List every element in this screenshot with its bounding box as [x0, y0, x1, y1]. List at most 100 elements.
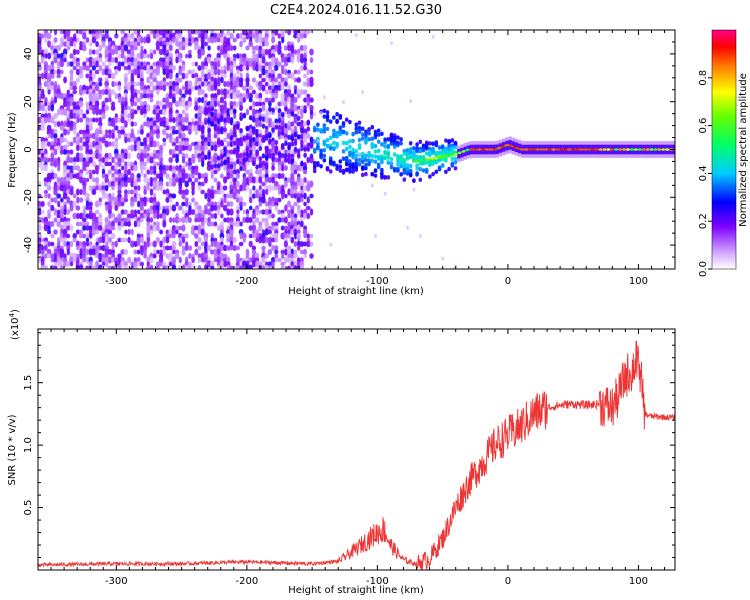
heatmap-cell: [155, 60, 160, 68]
heatmap-cell: [172, 233, 176, 239]
heatmap-cell: [72, 212, 78, 220]
heatmap-cell: [85, 153, 90, 159]
heatmap-cell: [415, 142, 419, 147]
heatmap-cell: [174, 77, 180, 83]
heatmap-cell: [213, 126, 218, 132]
heatmap-cell: [120, 196, 125, 204]
heatmap-cell: [289, 253, 295, 259]
heatmap-cell: [56, 213, 61, 219]
heatmap-cell: [370, 142, 375, 147]
heatmap-cell: [168, 233, 173, 239]
heatmap-cell: [229, 189, 234, 195]
heatmap-cell: [261, 245, 266, 251]
heatmap-cell: [38, 244, 42, 252]
heatmap-cell: [82, 89, 87, 95]
heatmap-cell: [75, 77, 80, 83]
heatmap-cell: [204, 119, 208, 126]
heatmap-cell: [232, 53, 237, 59]
heatmap-cell: [47, 101, 52, 107]
heatmap-cell: [181, 144, 186, 152]
ridge-point: [575, 148, 579, 151]
heatmap-cell: [338, 125, 343, 130]
heatmap-cell: [165, 120, 170, 128]
heatmap-cell: [408, 141, 413, 146]
heatmap-cell: [203, 145, 208, 151]
heatmap-cell: [158, 100, 164, 108]
heatmap-cell: [38, 216, 42, 224]
heatmap-cell: [129, 240, 135, 248]
heatmap-cell: [210, 156, 215, 164]
heatmap-cell: [168, 117, 173, 123]
heatmap-cell: [293, 221, 298, 227]
heatmap-cell: [63, 257, 68, 263]
ridge-point: [465, 148, 470, 152]
heatmap-cell: [235, 152, 241, 160]
heatmap-cell: [364, 165, 368, 171]
heatmap-cell: [293, 125, 298, 131]
heatmap-cell: [63, 53, 67, 59]
heatmap-cell: [299, 265, 305, 269]
heatmap-cell: [235, 33, 240, 39]
ridge-point: [536, 148, 540, 151]
heatmap-cell: [59, 60, 65, 68]
heatmap-cell: [129, 200, 135, 208]
heatmap-cell: [59, 92, 65, 100]
heatmap-cell: [252, 229, 256, 235]
heatmap-cell: [226, 37, 231, 43]
heatmap-cell: [210, 240, 214, 248]
heatmap-cell: [248, 136, 253, 142]
heatmap-cell: [258, 85, 263, 91]
heatmap-cell: [283, 256, 289, 264]
heatmap-cell: [149, 89, 154, 95]
heatmap-cell: [290, 93, 295, 99]
heatmap-cell: [226, 61, 231, 67]
heatmap-cell: [181, 192, 186, 200]
heatmap-cell: [415, 172, 419, 177]
heatmap-cell: [171, 181, 177, 187]
ridge-point: [594, 148, 599, 151]
heatmap-cell: [242, 65, 247, 71]
heatmap-cell: [245, 156, 250, 164]
heatmap-cell: [78, 129, 84, 135]
heatmap-cell: [300, 213, 304, 219]
heatmap-cell: [344, 167, 349, 172]
heatmap-cell: [328, 146, 333, 151]
heatmap-cell: [245, 57, 250, 63]
heatmap-cell: [348, 144, 352, 150]
heatmap-cell: [111, 101, 116, 107]
heatmap-cell: [287, 44, 291, 52]
heatmap-cell: [239, 205, 243, 211]
heatmap-cell: [248, 40, 254, 48]
heatmap-cell: [305, 205, 311, 211]
heatmap-cell: [159, 41, 163, 47]
heatmap-cell: [49, 172, 55, 180]
heatmap-cell: [142, 196, 148, 204]
heatmap-cell: [62, 220, 68, 228]
heatmap-cell: [142, 244, 148, 252]
heatmap-cell: [155, 236, 161, 244]
heatmap-cell: [293, 169, 298, 175]
heatmap-cell: [210, 84, 215, 92]
heatmap-cell: [200, 105, 206, 111]
heatmap-cell: [78, 212, 84, 220]
heatmap-cell: [159, 157, 164, 163]
heatmap-cell: [127, 85, 131, 91]
heatmap-cell: [197, 124, 202, 132]
heatmap-cell: [332, 128, 336, 133]
ridge-point: [622, 148, 626, 151]
heatmap-cell: [223, 64, 227, 72]
heatmap-cell: [226, 208, 231, 216]
heatmap-cell: [235, 53, 240, 59]
heatmap-cell: [194, 40, 199, 48]
heatmap-cell: [101, 253, 106, 259]
heatmap-cell: [232, 177, 238, 183]
heatmap-cell: [219, 96, 225, 104]
ridge-point: [434, 156, 438, 160]
heatmap-cell: [351, 147, 355, 153]
heatmap-cell: [203, 216, 208, 224]
heatmap-cell: [261, 84, 266, 92]
heatmap-cell: [127, 32, 131, 40]
heatmap-cell: [127, 81, 131, 87]
heatmap-cell: [174, 30, 180, 35]
heatmap-cell: [159, 121, 163, 127]
